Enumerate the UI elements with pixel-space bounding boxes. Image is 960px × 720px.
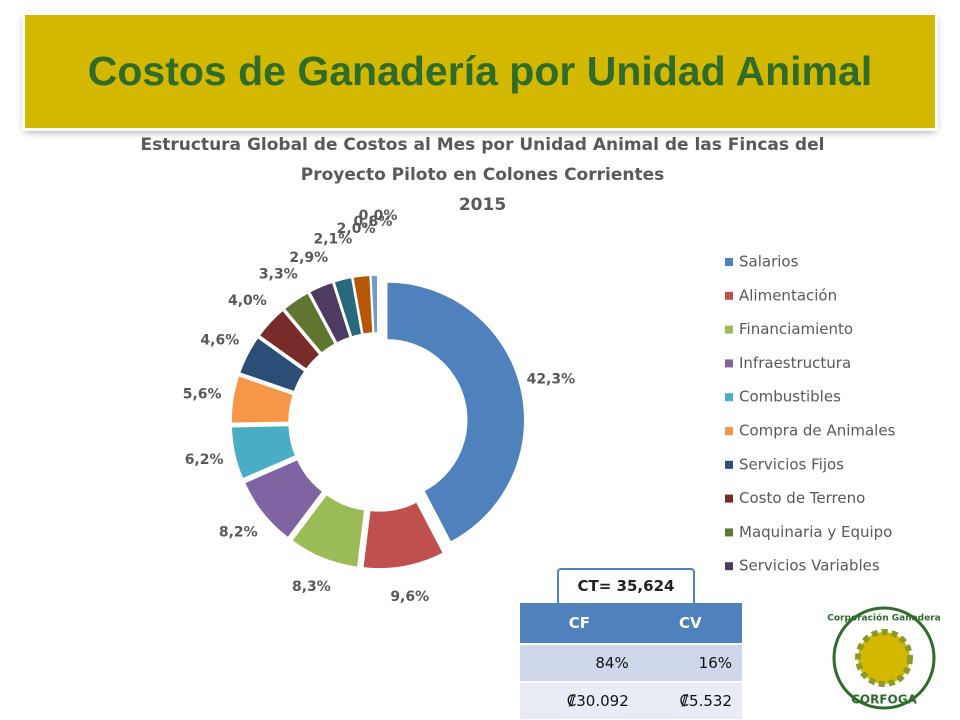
legend-swatch: [725, 427, 733, 435]
slice: [238, 336, 306, 393]
slice: [290, 493, 366, 569]
legend-swatch: [725, 325, 733, 334]
data-label: 2,1%: [314, 231, 353, 247]
slide-title: Costos de Ganadería por Unidad Animal: [87, 48, 873, 94]
slice: [258, 309, 322, 371]
table-header: CV: [638, 603, 742, 644]
slice: [351, 274, 374, 336]
slice: [243, 458, 324, 539]
chart-title-text: Estructura Global de Costos al Mes por U…: [140, 135, 825, 185]
data-label: 0,0%: [359, 208, 398, 224]
data-label: 8,3%: [292, 579, 331, 595]
data-label: 42,3%: [527, 372, 576, 388]
slice: [230, 424, 297, 480]
data-label: 2,0%: [337, 221, 376, 237]
logo: Corporación Ganadera CORFOGA: [827, 606, 941, 710]
slice: [361, 500, 445, 570]
legend-swatch: [725, 494, 733, 503]
legend-label: Combustibles: [739, 388, 841, 406]
data-label: 4,6%: [200, 332, 239, 348]
data-label: 3,3%: [259, 267, 298, 283]
chart-subtitle: 2015: [458, 195, 507, 215]
legend-swatch: [725, 562, 733, 571]
legend-label: Alimentación: [739, 286, 837, 304]
data-label: 2,9%: [289, 250, 328, 266]
total-label: CT= 35,624: [557, 568, 695, 603]
legend-swatch: [725, 393, 733, 402]
cost-table: CF CV 84% 16% ₡30.092 ₡5.532: [520, 603, 742, 719]
legend-label: Servicios Variables: [739, 557, 880, 575]
data-label: 8,2%: [219, 524, 258, 540]
legend-swatch: [725, 528, 733, 537]
data-label: 0,8%: [354, 214, 393, 230]
slice: [333, 276, 363, 338]
table-cell: ₡30.092: [520, 681, 639, 719]
slice: [230, 374, 295, 425]
legend-label: Maquinaria y Equipo: [739, 523, 892, 541]
legend-label: Servicios Fijos: [739, 455, 844, 473]
data-label: 6,2%: [185, 452, 224, 468]
slice: [385, 281, 526, 544]
legend-label: Infraestructura: [739, 354, 851, 372]
logo-bottom: CORFOGA: [851, 693, 917, 707]
data-label: 4,0%: [228, 293, 267, 309]
legend-label: Costo de Terreno: [739, 489, 865, 507]
legend-swatch: [725, 258, 733, 266]
banner: Costos de Ganadería por Unidad Animal: [25, 15, 935, 128]
chart-title: Estructura Global de Costos al Mes por U…: [130, 130, 835, 220]
legend-swatch: [725, 359, 733, 368]
table-header: CF: [520, 603, 639, 644]
table-cell: ₡5.532: [638, 681, 742, 719]
table-cell: 16%: [638, 643, 742, 682]
legend-label: Salarios: [739, 253, 799, 271]
data-label: 9,6%: [390, 589, 429, 605]
legend-label: Financiamiento: [739, 320, 853, 338]
slice: [370, 274, 379, 334]
data-label: 5,6%: [183, 386, 222, 402]
logo-top: Corporación Ganadera: [827, 613, 941, 624]
logo-gear: [855, 629, 913, 687]
legend-label: Compra de Animales: [739, 422, 896, 440]
slice: [308, 281, 352, 345]
slice: [283, 291, 337, 355]
legend-swatch: [725, 460, 733, 469]
legend-swatch: [725, 291, 733, 300]
table-cell: 84%: [520, 643, 639, 682]
